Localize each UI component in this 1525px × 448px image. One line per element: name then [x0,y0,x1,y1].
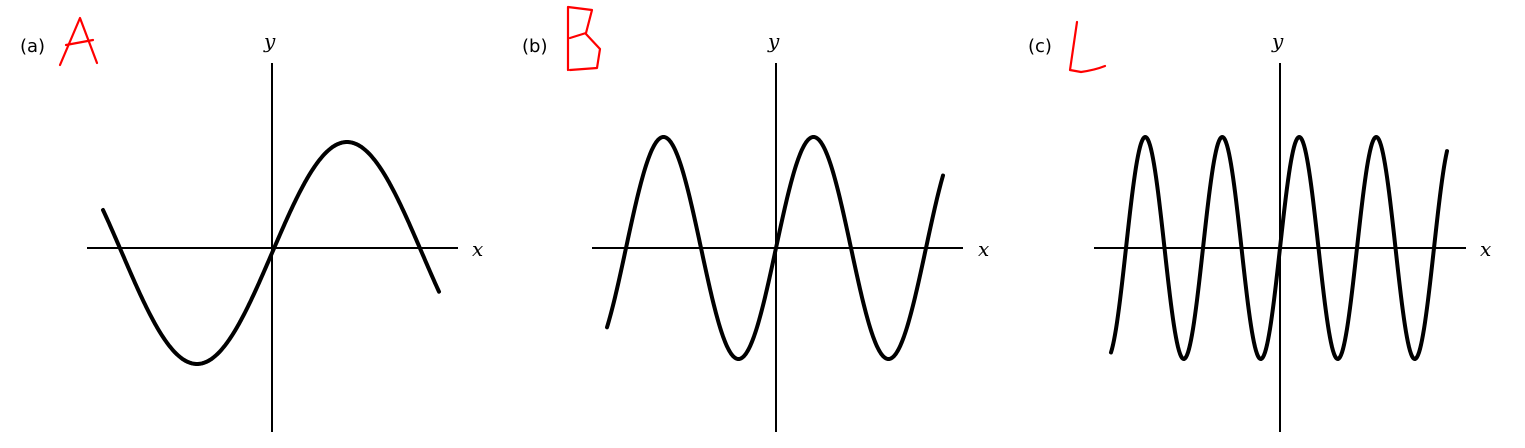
panel-c-x-label: x [1480,237,1491,261]
panel-a-x-label: x [472,237,483,261]
panel-c-wave [1109,135,1449,361]
panel-b-wave [605,135,945,361]
panel-a-wave [101,140,441,366]
panel-a-annotation [58,16,99,67]
panel-b-y-label: y [767,29,780,53]
panel-a-y-label: y [263,29,276,53]
panel-b-x-label: x [978,237,989,261]
panel-b-annotation [566,5,602,72]
panel-b: (b) y x [522,5,989,432]
panel-c: (c) y x [1028,20,1491,432]
panel-b-label: (b) [522,36,547,57]
panel-c-y-label: y [1271,29,1284,53]
panel-c-annotation [1068,20,1107,74]
panel-a-label: (a) [20,36,45,57]
panel-c-label: (c) [1028,36,1052,57]
panel-a: (a) y x [20,16,483,432]
